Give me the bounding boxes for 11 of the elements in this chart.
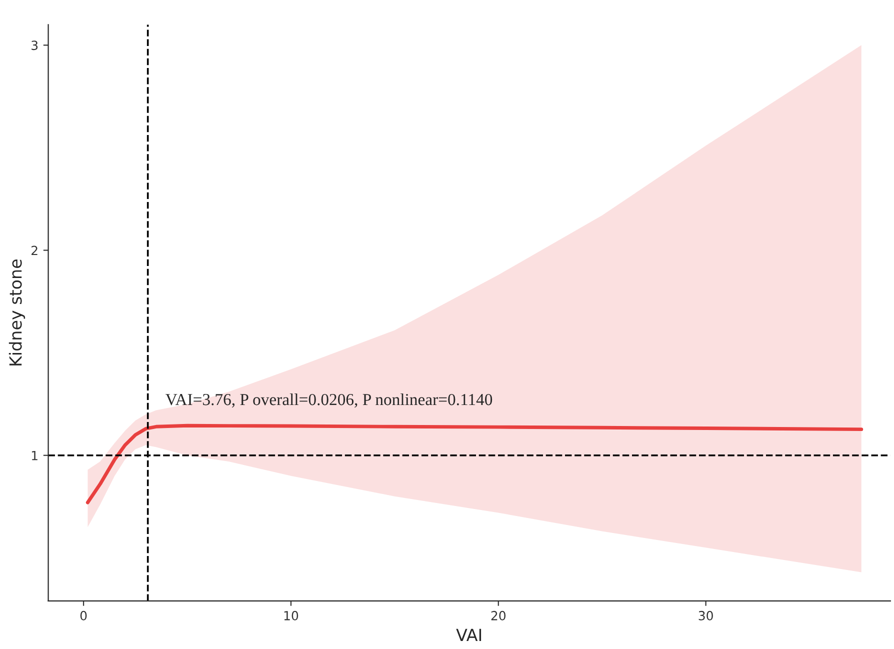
y-tick-label: 3: [32, 40, 38, 50]
y-tick-label: 1: [32, 450, 38, 460]
y-axis-title: Kidney stone: [8, 260, 26, 366]
x-tick-label: 30: [698, 610, 713, 620]
x-tick-label: 10: [284, 610, 298, 620]
line-series: [86, 424, 864, 504]
x-tick-label: 0: [80, 610, 87, 620]
x-tick-label: 20: [491, 610, 506, 620]
y-tick-label: 2: [32, 246, 38, 256]
x-axis-title: VAI: [456, 628, 482, 642]
annotation: VAI=3.76, P overall=0.0206, P nonlinear=0.1140: [166, 393, 492, 408]
